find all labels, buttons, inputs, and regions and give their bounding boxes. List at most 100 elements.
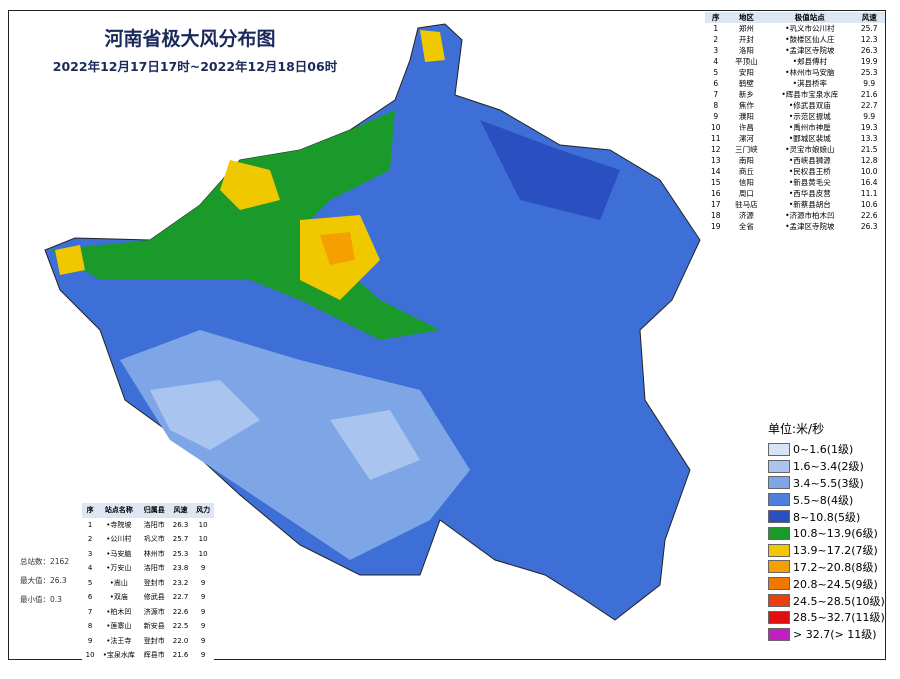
legend-label: 17.2~20.8(8级) — [793, 560, 878, 574]
cell: 平顶山 — [735, 57, 758, 66]
cell: 10 — [198, 549, 208, 558]
cell: 9 — [200, 651, 206, 660]
legend-item: 1.6~3.4(2级) — [768, 458, 885, 475]
cell: 7 — [87, 607, 93, 616]
cell: •孟津区寺院坡 — [785, 46, 835, 55]
cell: 10 — [711, 123, 721, 132]
cell: 9 — [87, 636, 93, 645]
cell: 1 — [713, 24, 719, 33]
cell: •鼓楼区仙人庄 — [785, 35, 835, 44]
cell: 修武县 — [143, 593, 165, 602]
cell: 12 — [711, 145, 721, 154]
cell: •示范区振城 — [788, 112, 831, 121]
cell: 鹤壁 — [738, 79, 754, 88]
cell: 9 — [200, 593, 206, 602]
cell: •郏县傅村 — [792, 57, 828, 66]
row: 19 全省 •孟津区寺院坡 26.3 — [705, 221, 885, 232]
yellow-region — [420, 30, 445, 62]
row: 4 平顶山 •郏县傅村 19.9 — [705, 56, 885, 67]
header-cell: 极值站点 — [766, 12, 854, 23]
legend-item: 13.9~17.2(7级) — [768, 542, 885, 559]
legend-label: 13.9~17.2(7级) — [793, 544, 878, 558]
cell: 南阳 — [738, 156, 754, 165]
cell: •巩义市公川村 — [785, 24, 835, 33]
cell: 新安县 — [143, 622, 165, 631]
header-cell: 风速 — [853, 12, 885, 23]
frame — [8, 10, 886, 660]
legend-item: 20.8~24.5(9级) — [768, 575, 885, 592]
cell: 开封 — [738, 35, 754, 44]
cell: 9 — [200, 564, 206, 573]
header-cell: 地区 — [726, 12, 767, 23]
legend-label: 10.8~13.9(6级) — [793, 527, 878, 541]
row: 6 •双庙 修武县 22.7 9 — [82, 590, 214, 605]
legend-item: 5.5~8(4级) — [768, 491, 885, 508]
cell: 25.3 — [172, 549, 189, 558]
cell: 21.6 — [860, 90, 878, 99]
cell: 济源市 — [143, 607, 165, 616]
row: 15 信阳 •新县黄毛尖 16.4 — [705, 177, 885, 188]
legend-swatch — [768, 627, 790, 641]
legend-swatch — [768, 560, 790, 574]
cell: 10 — [198, 520, 208, 529]
cell: •万安山 — [106, 564, 132, 573]
stat: 总站数：2162 — [20, 557, 70, 566]
cell: 14 — [711, 167, 721, 176]
cell: 13 — [711, 156, 721, 165]
cell: 11.1 — [860, 189, 878, 198]
cell: 1 — [87, 520, 93, 529]
cell: 焦作 — [738, 101, 754, 110]
cell: 9 — [200, 578, 206, 587]
cell: 3 — [713, 46, 719, 55]
cell: 19.3 — [860, 123, 878, 132]
cell: 8 — [87, 622, 93, 631]
cell: 林州市 — [143, 549, 165, 558]
cell: 漯河 — [738, 134, 754, 143]
row: 3 洛阳 •孟津区寺院坡 26.3 — [705, 45, 885, 56]
cell: 22.7 — [860, 101, 878, 110]
legend-swatch — [768, 610, 790, 624]
legend-item: 0~1.6(1级) — [768, 441, 885, 458]
legend-swatch — [768, 594, 790, 608]
cell: 25.7 — [860, 24, 878, 33]
legend-label: 0~1.6(1级) — [793, 443, 854, 457]
cell: 4 — [713, 57, 719, 66]
cell: •新县黄毛尖 — [788, 178, 831, 187]
legend-label: > 32.7(> 11级) — [793, 628, 877, 642]
row: 14 商丘 •民权县王桥 10.0 — [705, 166, 885, 177]
row: 5 安阳 •林州市马安脑 25.3 — [705, 67, 885, 78]
legend-label: 28.5~32.7(11级) — [793, 611, 885, 625]
row: 4 •万安山 洛阳市 23.8 9 — [82, 561, 214, 576]
cell: 26.3 — [860, 46, 878, 55]
stat: 最小值：0.3 — [20, 595, 62, 604]
row: 18 济源 •济源市柏木凹 22.6 — [705, 210, 885, 221]
cell: 三门峡 — [735, 145, 758, 154]
cell: 2 — [87, 535, 93, 544]
cell: 6 — [713, 79, 719, 88]
cell: 22.7 — [172, 593, 189, 602]
dark-region — [480, 120, 620, 220]
cell: •法王寺 — [106, 636, 132, 645]
cell: 10 — [198, 535, 208, 544]
row: 12 三门峡 •灵宝市娘娘山 21.5 — [705, 144, 885, 155]
legend-item: 10.8~13.9(6级) — [768, 525, 885, 542]
legend-swatch — [768, 442, 790, 456]
cell: 9 — [200, 622, 206, 631]
cell: 22.6 — [860, 211, 878, 220]
cell: 21.5 — [860, 145, 878, 154]
cell: •灵宝市娘娘山 — [785, 145, 835, 154]
legend-swatch — [768, 476, 790, 490]
legend-label: 8~10.8(5级) — [793, 510, 861, 524]
cell: 4 — [87, 564, 93, 573]
legend-item: 3.4~5.5(3级) — [768, 475, 885, 492]
cell: 9 — [200, 607, 206, 616]
cell: 周口 — [738, 189, 754, 198]
cell: 22.5 — [172, 622, 189, 631]
cell: 10 — [85, 651, 95, 660]
row: 1 •寺院坡 洛阳市 26.3 10 — [82, 518, 214, 533]
row: 16 周口 •西华县皮营 11.1 — [705, 188, 885, 199]
cell: •柏木凹 — [106, 607, 132, 616]
light-region — [150, 380, 260, 450]
cell: 登封市 — [143, 636, 165, 645]
